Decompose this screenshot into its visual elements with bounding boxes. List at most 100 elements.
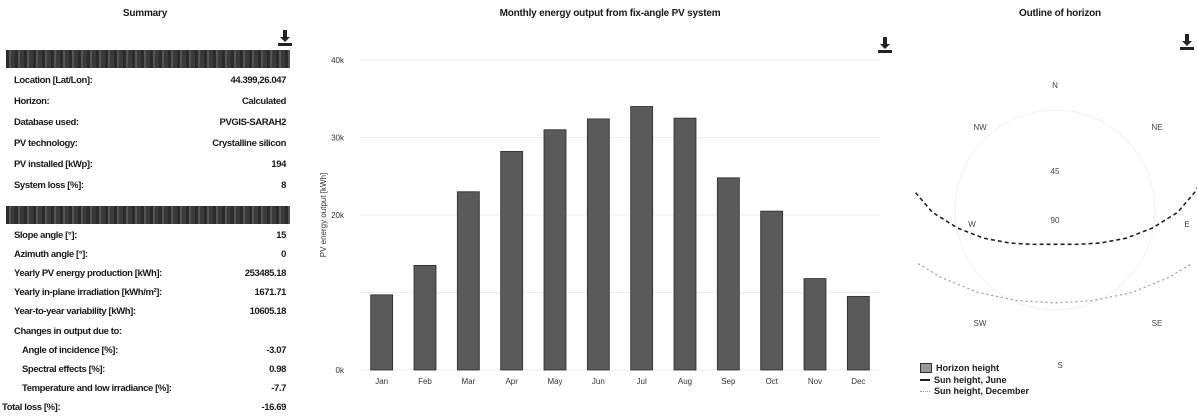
summary-row: Yearly in-plane irradiation [kWh/m²]: 167… bbox=[14, 285, 286, 301]
direction-label-e: E bbox=[1184, 220, 1189, 229]
x-tick-label: May bbox=[547, 377, 562, 386]
horizon-outline bbox=[954, 109, 1156, 311]
summary-row-value: Crystalline silicon bbox=[212, 137, 286, 149]
summary-section-header bbox=[6, 50, 290, 68]
summary-row-label: Yearly PV energy production [kWh]: bbox=[14, 267, 162, 279]
bar-dec bbox=[846, 295, 870, 371]
summary-row: Horizon: Calculated bbox=[14, 93, 286, 109]
bar-sep bbox=[716, 177, 740, 371]
x-tick-label: Jun bbox=[592, 377, 605, 386]
x-tick-label: Dec bbox=[851, 377, 865, 386]
bar-feb bbox=[413, 264, 437, 371]
x-tick-label: Aug bbox=[678, 377, 692, 386]
summary-row: Changes in output due to: bbox=[14, 323, 286, 339]
summary-row: Angle of incidence [%]: -3.07 bbox=[22, 342, 286, 358]
x-tick-label: Apr bbox=[505, 377, 518, 386]
summary-row-label: Azimuth angle [°]: bbox=[14, 248, 88, 260]
bar-nov bbox=[803, 278, 827, 371]
bar-jan bbox=[370, 294, 394, 371]
summary-row-label: Database used: bbox=[14, 116, 79, 128]
legend-june-swatch bbox=[920, 379, 930, 381]
legend-december-label: Sun height, December bbox=[934, 386, 1030, 396]
x-tick-label: Jan bbox=[375, 377, 388, 386]
x-tick-label: Oct bbox=[765, 377, 778, 386]
summary-row-value: 44.399,26.047 bbox=[230, 74, 286, 86]
x-tick-label: Sep bbox=[721, 377, 736, 386]
summary-row-label: Yearly in-plane irradiation [kWh/m²]: bbox=[14, 287, 162, 299]
summary-row-label: Slope angle [°]: bbox=[14, 229, 77, 241]
summary-row-label: Location [Lat/Lon]: bbox=[14, 74, 93, 86]
horizon-chart-title: Outline of horizon bbox=[1019, 8, 1101, 19]
y-tick-label: 20k bbox=[331, 211, 345, 220]
summary-row: PV technology: Crystalline silicon bbox=[14, 135, 286, 151]
y-tick-label: 0k bbox=[336, 366, 345, 375]
summary-row: Total loss [%]: -16.69 bbox=[2, 400, 286, 416]
summary-row-label: System loss [%]: bbox=[14, 179, 84, 191]
legend-sun-june: Sun height, June bbox=[920, 375, 1007, 385]
direction-label-sw: SW bbox=[974, 319, 987, 328]
bar-apr bbox=[500, 151, 524, 371]
summary-row-label: PV installed [kWp]: bbox=[14, 158, 93, 170]
summary-row-value: Calculated bbox=[241, 95, 286, 107]
bar-may bbox=[543, 129, 567, 371]
summary-row-value: 194 bbox=[271, 158, 286, 170]
summary-row-label: Changes in output due to: bbox=[14, 325, 122, 337]
summary-row: Temperature and low irradiance [%]: -7.7 bbox=[22, 381, 286, 397]
legend-december-swatch bbox=[920, 390, 930, 392]
direction-label-n: N bbox=[1052, 81, 1058, 90]
summary-row: Location [Lat/Lon]: 44.399,26.047 bbox=[14, 72, 286, 88]
summary-row-value: PVGIS-SARAH2 bbox=[219, 116, 287, 128]
monthly-download-icon[interactable] bbox=[878, 37, 892, 53]
bar-oct bbox=[760, 210, 784, 371]
x-tick-label: Mar bbox=[461, 377, 475, 386]
summary-row-label: Horizon: bbox=[14, 95, 50, 107]
summary-title: Summary bbox=[122, 8, 168, 19]
summary-row-value: 0 bbox=[281, 248, 286, 260]
summary-row: PV installed [kWp]: 194 bbox=[14, 156, 286, 172]
direction-label-se: SE bbox=[1152, 319, 1163, 328]
summary-row-label: Total loss [%]: bbox=[2, 402, 61, 414]
direction-label-ne: NE bbox=[1151, 123, 1162, 132]
horizon-polar-chart: N NE E SE S SW W NW 45 90 bbox=[915, 81, 1197, 370]
summary-row-value: 1671.71 bbox=[254, 287, 286, 299]
bar-jul bbox=[630, 106, 654, 371]
summary-simulation-header bbox=[6, 206, 290, 224]
horizon-download-icon[interactable] bbox=[1180, 34, 1194, 50]
summary-row: Database used: PVGIS-SARAH2 bbox=[14, 114, 286, 130]
sun-path-june bbox=[915, 186, 1197, 246]
summary-row-value: 0.98 bbox=[269, 363, 286, 375]
direction-label-w: W bbox=[968, 220, 976, 229]
summary-row-value: 15 bbox=[276, 229, 286, 241]
bar-jun bbox=[586, 118, 610, 371]
bar-aug bbox=[673, 117, 697, 371]
x-tick-label: Nov bbox=[808, 377, 822, 386]
summary-row-value: 10605.18 bbox=[249, 306, 287, 318]
summary-row-value: -7.7 bbox=[271, 383, 286, 395]
legend-horizon-label: Horizon height bbox=[936, 363, 999, 373]
summary-row-value: -16.69 bbox=[261, 402, 286, 414]
summary-row-label: Temperature and low irradiance [%]: bbox=[22, 383, 172, 395]
y-tick-label: 40k bbox=[331, 56, 345, 65]
legend-june-label: Sun height, June bbox=[934, 375, 1007, 385]
x-tick-label: Jul bbox=[637, 377, 647, 386]
legend-horizon-swatch bbox=[920, 363, 932, 373]
radial-label: 45 bbox=[1051, 167, 1060, 176]
legend-sun-december: Sun height, December bbox=[920, 386, 1029, 396]
y-tick-label: 30k bbox=[331, 134, 345, 143]
legend-horizon: Horizon height bbox=[920, 363, 999, 373]
summary-row-label: Angle of incidence [%]: bbox=[22, 344, 118, 356]
summary-row-value: 253485.18 bbox=[244, 267, 287, 279]
sun-path-december bbox=[917, 263, 1193, 304]
y-axis-label: PV energy output [kWh] bbox=[319, 173, 328, 258]
monthly-chart-title: Monthly energy output from fix-angle PV … bbox=[499, 8, 721, 19]
monthly-bar-chart: 0k 20k 30k 40k PV energy output [kWh] Jan Feb M… bbox=[319, 56, 880, 386]
summary-row: System loss [%]: 8 bbox=[14, 177, 286, 193]
summary-row: Azimuth angle [°]: 0 bbox=[14, 246, 286, 262]
summary-row: Yearly PV energy production [kWh]: 253485… bbox=[14, 265, 286, 281]
summary-row: Spectral effects [%]: 0.98 bbox=[22, 361, 286, 377]
summary-row-label: PV technology: bbox=[14, 137, 78, 149]
x-tick-label: Feb bbox=[418, 377, 432, 386]
summary-row-label: Spectral effects [%]: bbox=[22, 363, 105, 375]
direction-label-s: S bbox=[1057, 361, 1062, 370]
summary-download-icon[interactable] bbox=[278, 30, 292, 46]
